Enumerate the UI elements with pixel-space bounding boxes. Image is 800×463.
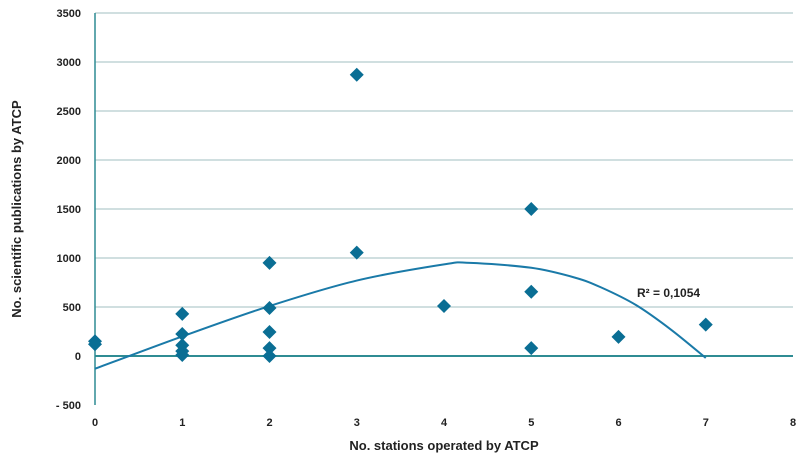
data-points [88,67,713,363]
data-point [349,67,364,82]
y-tick-label: 2000 [57,155,81,167]
x-tick-label: 0 [92,417,98,429]
data-point [175,348,190,363]
x-tick-label: 5 [528,417,534,429]
data-point [262,255,277,270]
y-tick-label: 3500 [57,8,81,20]
x-tick-label: 2 [266,417,272,429]
x-tick-label: 8 [790,417,796,429]
data-point [262,349,277,363]
data-point [437,299,451,314]
data-point [524,341,539,356]
y-tick-label: 1500 [57,204,81,216]
y-tick-label: 0 [75,351,81,363]
y-tick-label: 3000 [57,57,81,69]
trendline [94,261,707,370]
data-point [175,326,190,341]
x-tick-label: 6 [615,417,621,429]
x-tick-label: 1 [179,417,185,429]
y-tick-label: 2500 [57,106,81,118]
x-tick-label: 7 [703,417,709,429]
data-point [698,317,713,332]
data-point [88,337,102,352]
y-tick-label: - 500 [56,400,81,412]
x-tick-label: 3 [354,417,360,429]
data-point [524,202,539,216]
y-tick-labels: - 500 0 500 1000 1500 2000 2500 3000 3500 [56,8,81,412]
x-tick-labels: 0 1 2 3 4 5 6 7 8 [92,417,796,429]
r-squared-label: R² = 0,1054 [637,286,700,300]
data-point [524,284,539,299]
y-tick-label: 500 [63,302,81,314]
x-tick-label: 4 [441,417,448,429]
data-point [611,329,626,344]
y-tick-label: 1000 [57,253,81,265]
data-point [262,341,277,356]
data-point [262,300,277,315]
y-axis-title: No. scientific publications by ATCP [9,100,24,318]
data-point [262,324,277,339]
data-point [175,306,190,321]
x-axis-title: No. stations operated by ATCP [349,438,539,453]
data-point [349,245,364,260]
gridlines [94,12,793,405]
